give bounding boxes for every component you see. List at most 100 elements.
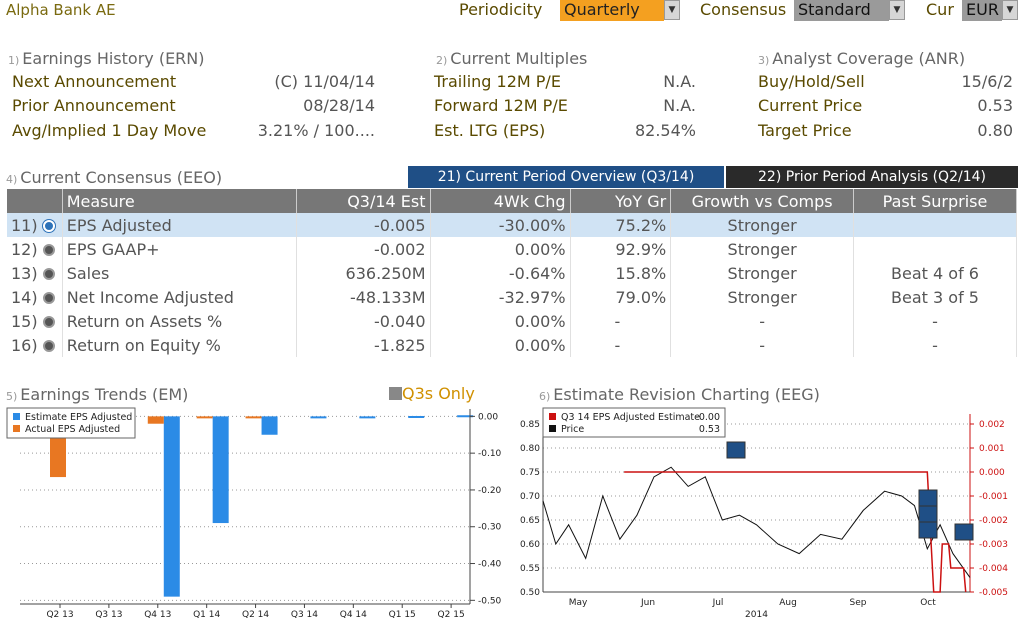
currency-dropdown[interactable]: EUR ▼ — [962, 0, 1018, 21]
change-cell: 0.00% — [430, 237, 571, 261]
current-consensus-title: Current Consensus (EEO) — [20, 168, 223, 187]
current-multiples-title: Current Multiples — [450, 49, 588, 68]
row-number: 15) — [11, 311, 38, 331]
consensus-table: Measure Q3/14 Est 4Wk Chg YoY Gr Growth … — [7, 189, 1017, 357]
change-cell: 0.00% — [430, 309, 571, 333]
estimate-bar — [310, 416, 327, 419]
y-tick-label: -0.20 — [478, 486, 502, 496]
radio-icon[interactable] — [42, 339, 55, 352]
table-row[interactable]: 16) Return on Equity % -1.825 0.00% - - … — [7, 333, 1017, 357]
estimate-cell: -0.005 — [296, 213, 431, 237]
measure-cell: Sales — [62, 261, 297, 285]
table-row[interactable]: 15) Return on Assets % -0.040 0.00% - - … — [7, 309, 1017, 333]
tab-prior-period[interactable]: 22) Prior Period Analysis (Q2/14) — [726, 166, 1018, 188]
surprise-cell: Beat 4 of 6 — [853, 261, 1017, 285]
price-line — [542, 466, 971, 578]
consensus-value: Standard — [794, 0, 889, 21]
radio-icon[interactable] — [42, 243, 55, 256]
radio-selected-icon[interactable] — [42, 219, 55, 232]
y-tick-label: 0.00 — [478, 412, 498, 422]
currency-value: EUR — [962, 0, 1002, 21]
consensus-dropdown[interactable]: Standard ▼ — [794, 0, 905, 21]
x-tick-label: Aug — [779, 598, 797, 608]
actual-bar — [196, 416, 213, 419]
chevron-down-icon: ▼ — [664, 0, 680, 20]
table-row[interactable]: 12) EPS GAAP+ -0.002 0.00% 92.9% Stronge… — [7, 237, 1017, 261]
surprise-cell: - — [853, 333, 1017, 357]
row-number: 11) — [11, 215, 38, 235]
checkbox-icon — [389, 387, 402, 400]
actual-bar — [245, 416, 262, 419]
analyst-coverage-header[interactable]: 3) Analyst Coverage (ANR) — [758, 49, 966, 68]
legend-label: Price — [561, 424, 584, 435]
measure-header[interactable]: Measure — [62, 189, 297, 213]
radio-icon[interactable] — [42, 291, 55, 304]
trailing-pe-label: Trailing 12M P/E — [434, 72, 561, 91]
estimate-bar — [261, 416, 278, 435]
x-tick-label: Sep — [850, 598, 867, 608]
y-tick-label: -0.50 — [478, 596, 502, 606]
growth-vs-comps-header[interactable]: Growth vs Comps — [670, 189, 854, 213]
growth-cell: - — [670, 309, 854, 333]
yoy-cell: 92.9% — [570, 237, 672, 261]
earnings-trends-header[interactable]: 5) Earnings Trends (EM) — [6, 385, 189, 404]
current-consensus-header[interactable]: 4) Current Consensus (EEO) — [6, 168, 223, 187]
estimate-cell: -0.002 — [296, 237, 431, 261]
change-cell: -32.97% — [430, 285, 571, 309]
change-cell: 0.00% — [430, 333, 571, 357]
revision-marker[interactable] — [954, 523, 974, 541]
periodicity-dropdown[interactable]: Quarterly ▼ — [560, 0, 680, 21]
x-tick-label: Jun — [640, 598, 655, 608]
currency-label: Cur — [926, 0, 954, 19]
table-row[interactable]: 14) Net Income Adjusted -48.133M -32.97%… — [7, 285, 1017, 309]
earnings-trends-chart: 0.00 -0.10 -0.20 -0.30 -0.40 -0.50 Q2 13 Q3 13… — [6, 407, 502, 620]
x-tick-label: Q4 14 — [340, 610, 367, 620]
estimate-cell: -48.133M — [296, 285, 431, 309]
target-price-value: 0.80 — [977, 121, 1013, 140]
legend-swatch — [13, 425, 20, 432]
estimate-revision-header[interactable]: 6) Estimate Revision Charting (EEG) — [539, 385, 820, 404]
revision-marker[interactable] — [918, 505, 938, 523]
table-header-row: Measure Q3/14 Est 4Wk Chg YoY Gr Growth … — [7, 189, 1017, 213]
x-tick-label: Q4 13 — [144, 610, 171, 620]
tab-current-period[interactable]: 21) Current Period Overview (Q3/14) — [408, 166, 724, 188]
y-tick-label: -0.10 — [478, 449, 502, 459]
row-number: 12) — [11, 239, 38, 259]
growth-cell: Stronger — [670, 261, 854, 285]
estimate-revision-title: Estimate Revision Charting (EEG) — [553, 385, 820, 404]
change-cell: -0.64% — [430, 261, 571, 285]
app-title: Alpha Bank AE — [6, 1, 116, 19]
yoy-growth-header[interactable]: YoY Gr — [570, 189, 672, 213]
legend: Estimate EPS Adjusted Actual EPS Adjuste… — [6, 407, 136, 439]
y-tick-label: -0.30 — [478, 523, 502, 533]
revision-marker[interactable] — [918, 521, 938, 539]
x-tick-label: Q2 14 — [242, 610, 269, 620]
table-row[interactable]: 13) Sales 636.250M -0.64% 15.8% Stronger… — [7, 261, 1017, 285]
revision-marker[interactable] — [918, 489, 938, 507]
forward-pe-label: Forward 12M P/E — [434, 96, 568, 115]
y-right-tick-label: -0.002 — [979, 516, 1008, 526]
next-announcement-label: Next Announcement — [12, 72, 177, 91]
chevron-down-icon: ▼ — [1002, 0, 1018, 20]
next-announcement-value: (C) 11/04/14 — [274, 72, 375, 91]
x-tick-label: Q2 15 — [438, 610, 465, 620]
past-surprise-header[interactable]: Past Surprise — [853, 189, 1017, 213]
four-week-change-header[interactable]: 4Wk Chg — [430, 189, 571, 213]
legend-value: -0.00 — [695, 412, 720, 423]
y-right-tick-label: -0.001 — [979, 492, 1008, 502]
earnings-history-header[interactable]: 1) Earnings History (ERN) — [8, 49, 205, 68]
revision-marker[interactable] — [726, 441, 746, 459]
table-row[interactable]: 11) EPS Adjusted -0.005 -30.00% 75.2% St… — [7, 213, 1017, 237]
radio-icon[interactable] — [42, 315, 55, 328]
y-left-tick-label: 0.55 — [520, 564, 540, 574]
surprise-cell — [853, 213, 1017, 237]
revision-markers[interactable] — [726, 441, 974, 541]
q3s-only-label: Q3s Only — [402, 384, 475, 403]
y-right-tick-label: 0.000 — [979, 468, 1005, 478]
row-number-header — [7, 189, 63, 213]
radio-icon[interactable] — [42, 267, 55, 280]
estimate-header[interactable]: Q3/14 Est — [296, 189, 431, 213]
y-left-tick-label: 0.80 — [520, 444, 540, 454]
q3s-only-toggle[interactable]: Q3s Only — [389, 384, 475, 403]
x-tick-label: Q1 14 — [193, 610, 220, 620]
